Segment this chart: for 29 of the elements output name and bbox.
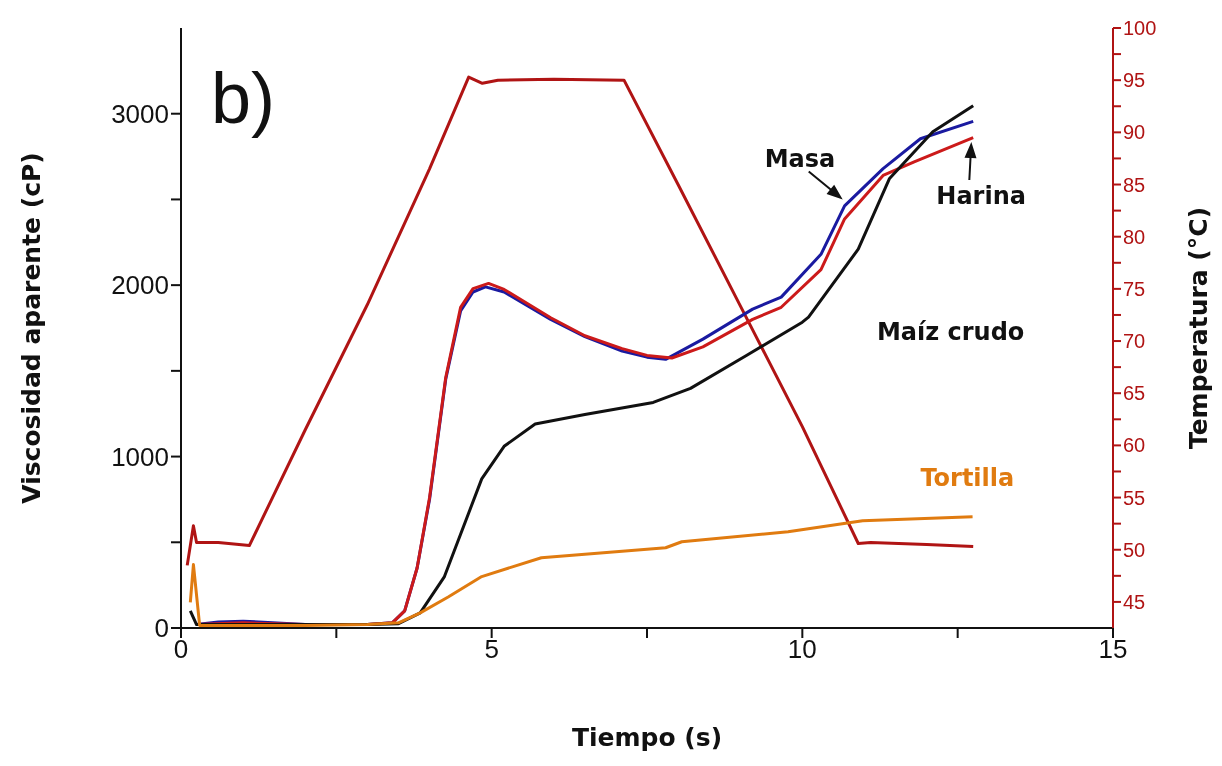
y2-tick-label: 50 xyxy=(1123,538,1146,561)
y2-tick-label: 65 xyxy=(1123,382,1146,405)
y-axis-title: Viscosidad aparente (cP) xyxy=(16,152,46,504)
x-axis-title: Tiempo (s) xyxy=(571,723,723,752)
y-tick-label: 2000 xyxy=(111,270,169,301)
y2-tick-label: 45 xyxy=(1123,591,1146,614)
annotation: b) xyxy=(211,58,276,138)
x-tick-label: 15 xyxy=(1098,634,1128,665)
line-series xyxy=(188,515,975,627)
y2-tick-label: 85 xyxy=(1123,173,1146,196)
y2-tick-label: 100 xyxy=(1123,17,1157,40)
y2-tick-label: 60 xyxy=(1123,434,1146,457)
y2-tick-label: 80 xyxy=(1123,225,1146,248)
y-tick-label: 3000 xyxy=(111,98,169,129)
x-tick-label: 5 xyxy=(484,634,499,665)
y2-tick-label: 55 xyxy=(1123,486,1146,509)
series-label: Tortilla xyxy=(920,463,1015,492)
y-tick-label: 0 xyxy=(154,613,169,644)
annotation: Masa xyxy=(764,145,836,174)
annotation: Harina xyxy=(936,182,1026,210)
text: Maíz crudo xyxy=(876,318,1025,346)
y-tick-label: 1000 xyxy=(111,441,169,472)
y2-axis-title: Temperatura (°C) xyxy=(1183,206,1213,450)
x-tick-label: 10 xyxy=(787,634,817,665)
y2-tick-label: 70 xyxy=(1123,330,1146,353)
x-tick-label: 0 xyxy=(173,634,189,665)
y2-tick-label: 75 xyxy=(1123,277,1146,300)
y2-tick-label: 90 xyxy=(1123,121,1146,144)
y2-tick-label: 95 xyxy=(1123,69,1146,92)
